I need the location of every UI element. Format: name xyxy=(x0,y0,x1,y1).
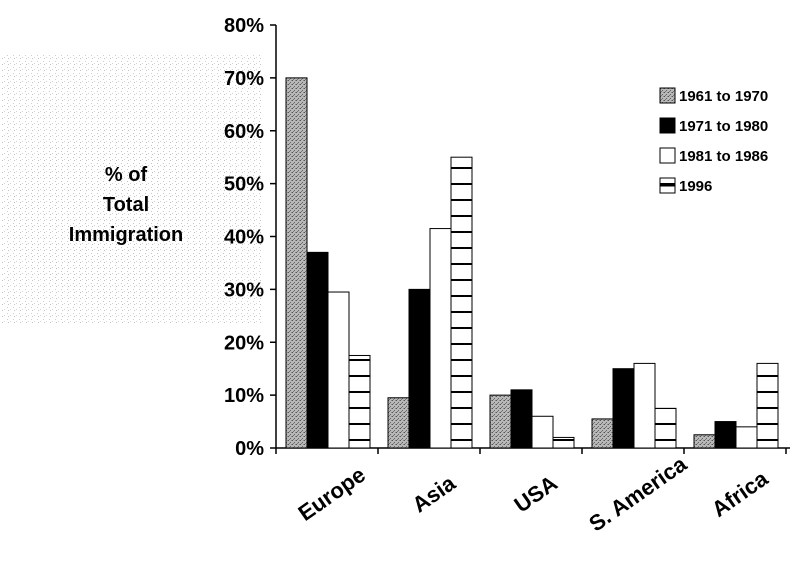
y-tick-label: 60% xyxy=(224,121,264,143)
bar-africa-1971-to-1980 xyxy=(714,421,737,449)
bar-europe-1961-to-1970 xyxy=(285,77,308,449)
x-category-label: S. America xyxy=(584,451,691,537)
bar-s-america-1971-to-1980 xyxy=(612,368,635,449)
legend-label: 1961 to 1970 xyxy=(679,88,768,105)
bar-europe-1971-to-1980 xyxy=(306,251,329,449)
y-tick-label: 70% xyxy=(224,68,264,90)
x-category-label: Africa xyxy=(707,465,773,522)
bar-asia-1996 xyxy=(450,156,473,449)
x-category-label: Asia xyxy=(407,470,460,518)
bar-usa-1971-to-1980 xyxy=(510,389,533,449)
bar-africa-1981-to-1986 xyxy=(735,426,758,449)
bar-s-america-1961-to-1970 xyxy=(591,418,614,449)
x-category-label: Europe xyxy=(293,462,369,526)
x-category-label: USA xyxy=(510,470,562,517)
y-tick-label: 10% xyxy=(224,385,264,407)
legend-label: 1981 to 1986 xyxy=(679,148,768,165)
legend-swatch xyxy=(659,147,676,164)
y-tick-label: 80% xyxy=(224,15,264,37)
bar-usa-1996 xyxy=(552,436,575,449)
bar-asia-1981-to-1986 xyxy=(429,228,452,449)
bar-asia-1961-to-1970 xyxy=(387,397,410,449)
bar-asia-1971-to-1980 xyxy=(408,288,431,449)
y-tick-label: 30% xyxy=(224,279,264,301)
y-tick-label: 40% xyxy=(224,227,264,249)
bar-europe-1996 xyxy=(348,354,371,449)
bar-usa-1961-to-1970 xyxy=(489,394,512,449)
y-tick-label: 50% xyxy=(224,174,264,196)
y-tick-label: 20% xyxy=(224,332,264,354)
legend-label: 1971 to 1980 xyxy=(679,118,768,135)
bar-africa-1996 xyxy=(756,362,779,449)
bar-s-america-1996 xyxy=(654,407,677,449)
legend-swatch xyxy=(659,87,676,104)
y-tick-label: 0% xyxy=(235,438,264,460)
bar-usa-1981-to-1986 xyxy=(531,415,554,449)
y-axis-label: % of Total Immigration xyxy=(69,164,183,246)
legend-label: 1996 xyxy=(679,178,712,195)
bar-s-america-1981-to-1986 xyxy=(633,362,656,449)
bar-europe-1981-to-1986 xyxy=(327,291,350,449)
legend-swatch xyxy=(659,117,676,134)
bar-africa-1961-to-1970 xyxy=(693,434,716,449)
background-illustration xyxy=(2,55,262,325)
